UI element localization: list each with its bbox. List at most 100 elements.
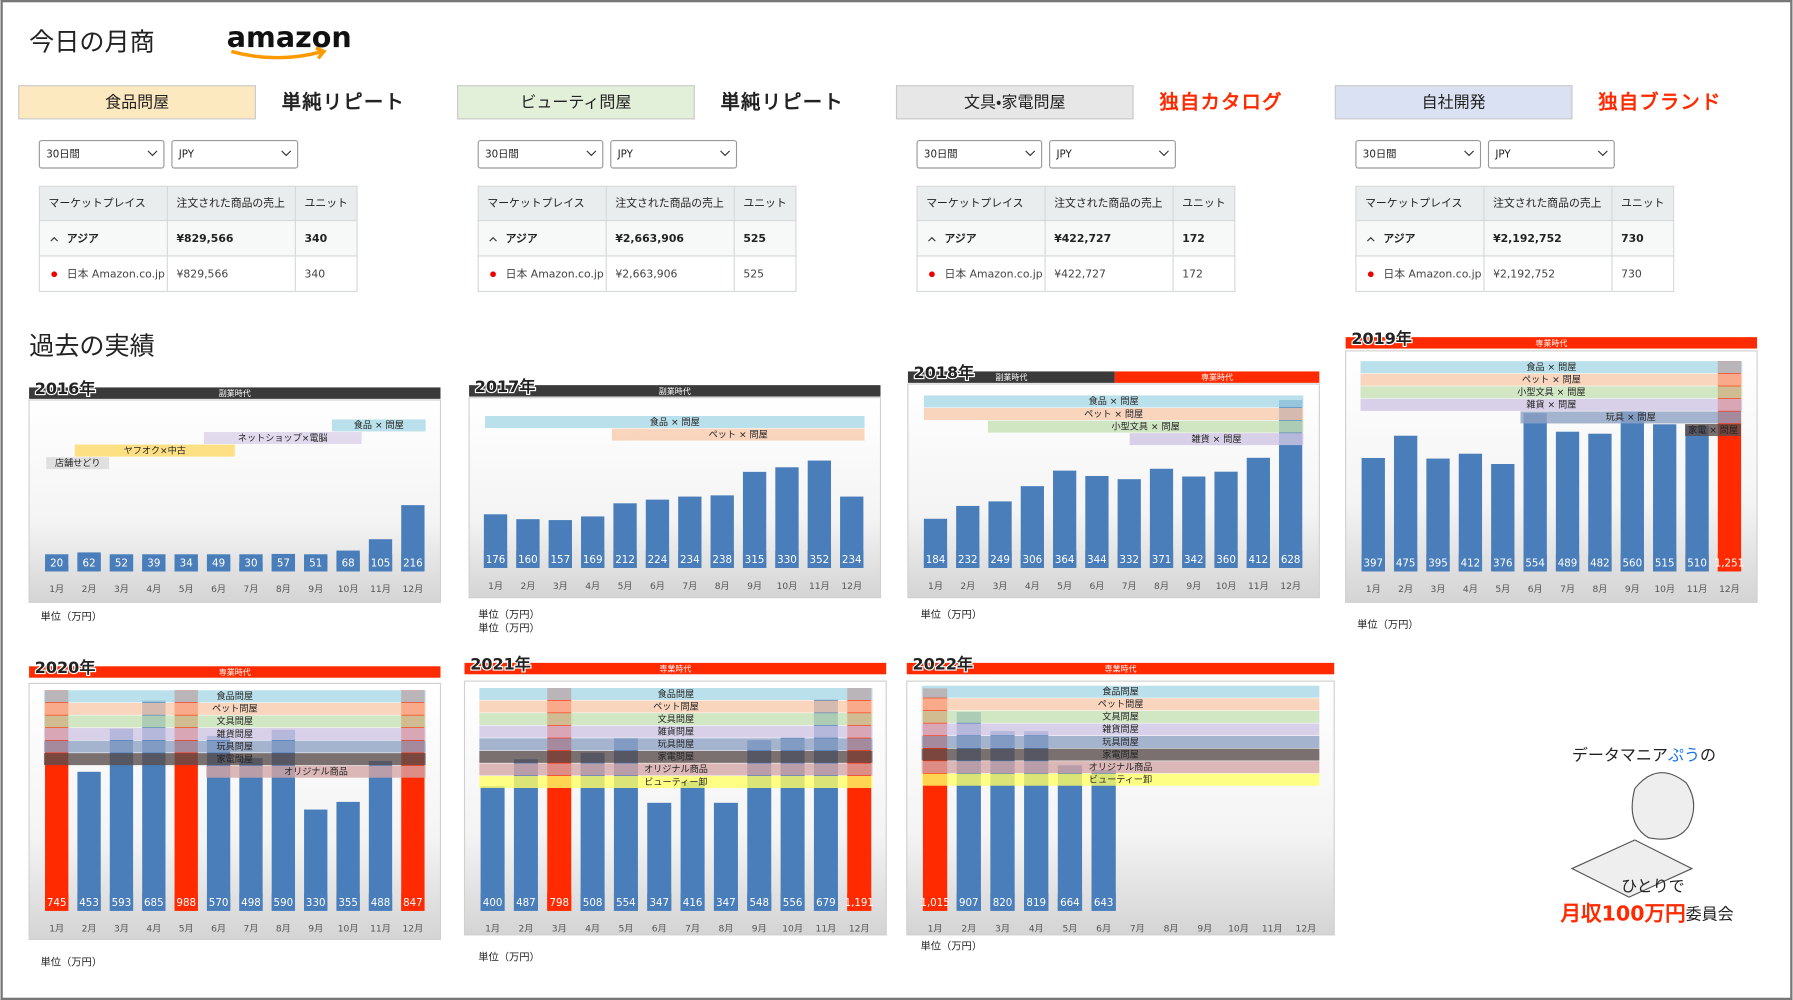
- value-label-bg: [304, 893, 328, 911]
- x-tick-label: 8月: [276, 584, 291, 595]
- x-tick-label: 10月: [782, 924, 803, 935]
- value-label-bg: [613, 893, 638, 911]
- dropdown: [610, 140, 738, 169]
- value-label-bg: [142, 554, 166, 572]
- dropdown: [1049, 140, 1176, 169]
- x-tick-label: 11月: [809, 581, 830, 592]
- value-label-bg: [990, 893, 1015, 911]
- brand-text: の: [1700, 745, 1716, 764]
- value-label: 234: [680, 554, 700, 566]
- band-label: 家電 × 問屋: [1688, 424, 1738, 436]
- dropdown-chevron: [720, 150, 731, 157]
- value-label: 847: [403, 897, 423, 909]
- value-label-bg: [336, 893, 360, 911]
- table-cell: アジア: [67, 232, 99, 245]
- dropdown-chevron: [147, 150, 158, 157]
- plot-area: [923, 400, 1303, 568]
- bar: [840, 496, 864, 568]
- band-label: 食品問屋: [1102, 687, 1139, 698]
- period-band: [479, 738, 873, 751]
- value-label: 397: [1363, 557, 1383, 569]
- value-label: 332: [1119, 554, 1139, 566]
- x-tick-label: 12月: [1719, 584, 1740, 595]
- table-header: 注文された商品の売上: [1493, 195, 1602, 209]
- x-tick-label: 2月: [960, 581, 975, 592]
- bar: [1685, 425, 1709, 572]
- value-label: 169: [583, 554, 603, 566]
- value-label: 685: [144, 897, 164, 909]
- table-header-bg: [477, 185, 797, 222]
- x-tick-label: 12月: [849, 924, 870, 935]
- value-label: 371: [1152, 554, 1172, 566]
- expand-icon: [50, 236, 59, 242]
- brand-text: 委員会: [1686, 904, 1734, 923]
- brand-text: ぷう: [1668, 745, 1700, 764]
- era-bar: [1114, 371, 1320, 383]
- value-label: 49: [212, 557, 225, 569]
- x-tick-label: 4月: [146, 924, 161, 935]
- value-label: 510: [1687, 557, 1707, 569]
- period-band: [921, 761, 1320, 774]
- band-label: オリジナル商品: [284, 766, 348, 778]
- period-band: [1685, 424, 1742, 436]
- year-label: 2016年: [35, 379, 96, 398]
- x-tick-label: 2月: [82, 584, 97, 595]
- value-label-bg: [77, 554, 101, 572]
- x-tick-label: 6月: [650, 581, 665, 592]
- x-tick-label: 3月: [995, 924, 1010, 935]
- year-label: 2022年: [913, 655, 974, 674]
- brand-text: データマニア: [1572, 745, 1668, 764]
- value-label: 364: [1055, 554, 1075, 566]
- x-tick-label: 10月: [338, 584, 359, 595]
- period-band: [479, 763, 873, 776]
- dropdown-chevron: [1025, 150, 1036, 157]
- dropdown: [1355, 140, 1482, 169]
- period-band: [921, 710, 1320, 723]
- value-label-bg: [956, 550, 980, 568]
- band-label: 雑貨 × 問屋: [1192, 433, 1242, 445]
- table-cell: ¥2,192,752: [1493, 232, 1562, 245]
- x-tick-label: 5月: [1062, 924, 1077, 935]
- bar: [775, 467, 799, 568]
- bar: [1393, 435, 1418, 572]
- table-row-bg: [477, 220, 797, 257]
- expand-icon: [928, 236, 936, 242]
- era-bar: [1345, 337, 1758, 349]
- band-label: 家電問屋: [658, 751, 695, 763]
- table-cell: ¥2,663,906: [615, 267, 677, 280]
- value-label-bg: [547, 893, 572, 911]
- band-label: 食品問屋: [658, 689, 695, 700]
- value-label: 34: [180, 557, 193, 569]
- value-label-bg: [988, 550, 1012, 568]
- value-label: 475: [1396, 557, 1416, 569]
- value-label: 20: [50, 557, 63, 569]
- value-label: 57: [277, 557, 290, 569]
- table-cell: 172: [1182, 232, 1205, 245]
- table-header: ユニット: [743, 196, 786, 209]
- bar: [713, 802, 738, 911]
- table-cell: アジア: [1383, 232, 1415, 245]
- band-label: 雑貨問屋: [217, 728, 254, 740]
- x-tick-label: 9月: [308, 584, 323, 595]
- value-label-bg: [742, 550, 767, 568]
- x-tick-label: 5月: [1495, 584, 1510, 595]
- value-label: 105: [371, 557, 391, 569]
- value-label-bg: [923, 550, 948, 568]
- band-label: オリジナル商品: [1089, 761, 1153, 773]
- value-label: 176: [486, 554, 506, 566]
- value-label: 62: [83, 557, 96, 569]
- value-label: 643: [1094, 897, 1114, 909]
- value-label-bg: [513, 893, 538, 911]
- value-label-bg: [1393, 554, 1418, 572]
- value-label-bg: [77, 893, 101, 911]
- value-label-bg: [840, 550, 864, 568]
- unit-label: 単位（万円）: [478, 608, 540, 621]
- x-tick-label: 1月: [928, 581, 943, 592]
- x-tick-label: 11月: [1262, 924, 1283, 935]
- value-label: 342: [1184, 554, 1204, 566]
- band-label: ペット × 問屋: [709, 429, 768, 440]
- table-cell: 525: [743, 232, 766, 245]
- table-cell: 日本 Amazon.co.jp: [945, 266, 1043, 280]
- chart: 専業時代 2022年 1月 1,015 2月 907 3月 820 4月 819 5月 664 6月 64…: [906, 654, 1335, 952]
